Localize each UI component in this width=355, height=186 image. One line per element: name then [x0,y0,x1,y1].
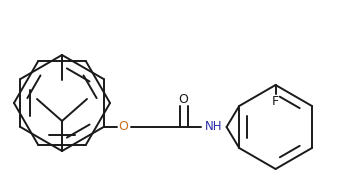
Text: O: O [119,121,129,134]
Text: O: O [179,92,189,105]
Text: NH: NH [205,121,222,134]
Text: F: F [272,94,279,108]
